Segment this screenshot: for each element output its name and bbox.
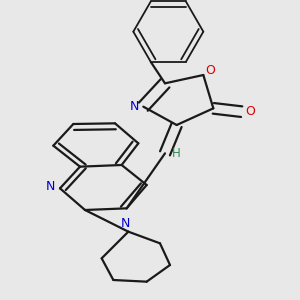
Text: N: N [129,100,139,113]
Text: O: O [205,64,215,77]
Text: N: N [46,180,56,193]
Text: H: H [172,147,180,160]
Text: O: O [245,105,255,118]
Text: N: N [120,217,130,230]
